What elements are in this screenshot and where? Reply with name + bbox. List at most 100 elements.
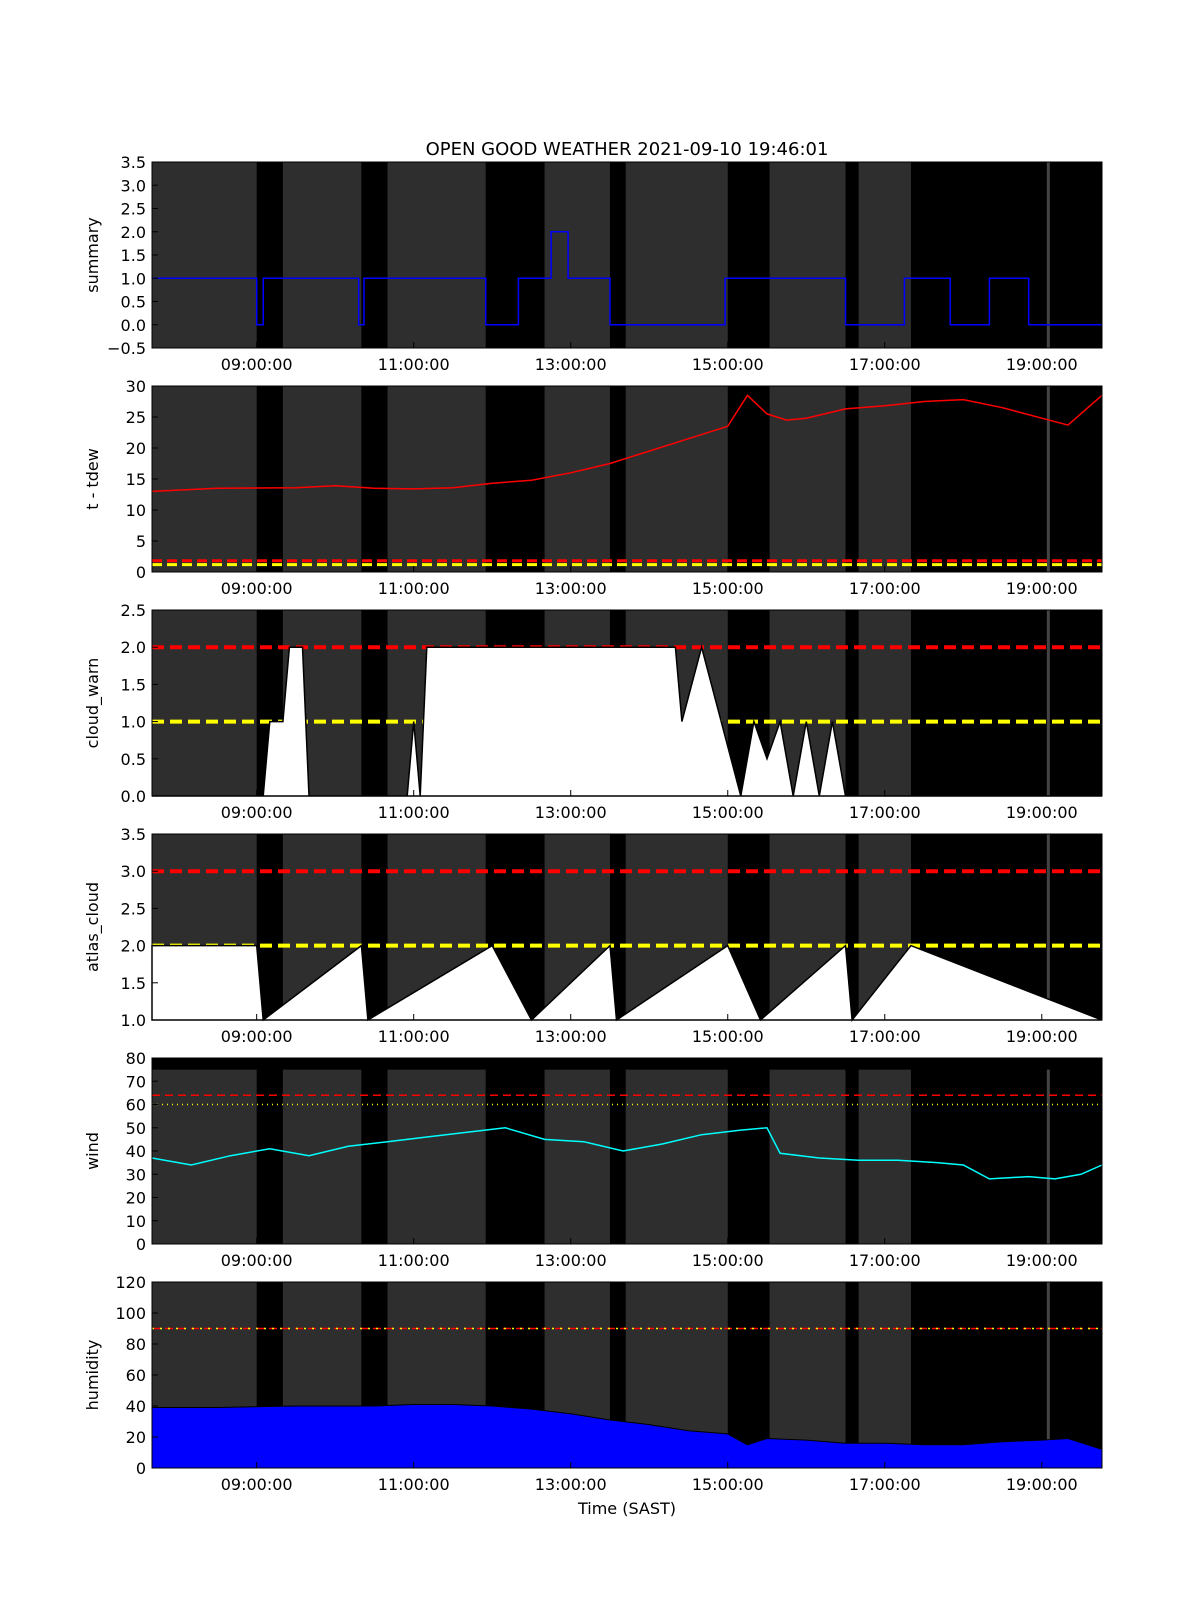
y-tick-label: 1.5 — [121, 246, 146, 265]
time-band — [282, 386, 362, 572]
x-tick-label: 09:00:00 — [221, 1475, 293, 1494]
time-band — [544, 162, 610, 348]
y-tick-label: 0 — [136, 1235, 146, 1254]
y-tick-label: 0 — [136, 563, 146, 582]
y-tick-label: 15 — [126, 470, 146, 489]
x-tick-label: 15:00:00 — [692, 579, 764, 598]
y-tick-label: 40 — [126, 1397, 146, 1416]
y-tick-label: 3.0 — [121, 176, 146, 195]
series-line — [151, 394, 1103, 493]
time-band — [769, 1282, 846, 1468]
time-band — [769, 386, 846, 572]
series-area — [151, 1404, 1103, 1469]
panel-wind: 0 10 20 30 40 50 60 70 80 09:00:00 11:00:00 13:00:0… — [83, 1049, 1103, 1270]
y-tick-label: 60 — [126, 1096, 146, 1115]
x-tick-label: 13:00:00 — [535, 1251, 607, 1270]
time-band — [152, 386, 257, 572]
chart-panels: −0.5 0.0 0.5 1.0 1.5 2.0 2.5 3.0 3.5 09:00:00 11:0… — [83, 153, 1103, 1494]
time-band — [387, 162, 486, 348]
y-tick-label: 5 — [136, 532, 146, 551]
y-tick-label: 3.5 — [121, 825, 146, 844]
series-area — [151, 943, 1103, 1022]
panel-summary: −0.5 0.0 0.5 1.0 1.5 2.0 2.5 3.0 3.5 09:00:00 11:0… — [83, 153, 1103, 374]
panel-frame — [151, 609, 1103, 797]
time-band — [544, 386, 610, 572]
x-tick-label: 17:00:00 — [849, 1027, 921, 1046]
y-tick-label: 0.5 — [121, 750, 146, 769]
time-band — [152, 610, 257, 796]
time-band — [282, 1069, 362, 1244]
time-band — [769, 162, 846, 348]
y-tick-label: 3.0 — [121, 862, 146, 881]
x-tick-label: 11:00:00 — [378, 579, 450, 598]
x-tick-label: 19:00:00 — [1006, 803, 1078, 822]
y-tick-label: 30 — [126, 377, 146, 396]
y-tick-label: 2.5 — [121, 899, 146, 918]
series-line — [152, 231, 1102, 326]
x-tick-label: 09:00:00 — [221, 1027, 293, 1046]
x-tick-label: 13:00:00 — [535, 579, 607, 598]
y-tick-label: 25 — [126, 408, 146, 427]
x-tick-label: 15:00:00 — [692, 1027, 764, 1046]
x-tick-label: 09:00:00 — [221, 1251, 293, 1270]
time-band — [858, 610, 911, 796]
x-tick-label: 13:00:00 — [535, 1027, 607, 1046]
y-tick-label: 2.5 — [121, 200, 146, 219]
time-band — [858, 386, 911, 572]
y-tick-label: 80 — [126, 1335, 146, 1354]
panel-frame — [151, 833, 1103, 1021]
y-tick-label: 2.5 — [121, 601, 146, 620]
panel-humidity: 0 20 40 60 80 100 120 09:00:00 11:00:00 13:00:00 1… — [83, 1273, 1103, 1494]
y-axis-label: cloud_warn — [83, 658, 103, 749]
time-band — [152, 1069, 257, 1244]
x-tick-label: 17:00:00 — [849, 1475, 921, 1494]
y-axis-label: summary — [83, 217, 102, 293]
panel-t-tdew: 0 5 10 15 20 25 30 09:00:00 11:00:00 13:00:00 15:0… — [83, 377, 1103, 598]
x-tick-label: 11:00:00 — [378, 1251, 450, 1270]
time-band — [625, 386, 728, 572]
y-tick-label: 2.0 — [121, 638, 146, 657]
y-tick-label: 10 — [126, 1212, 146, 1231]
y-tick-label: 0 — [136, 1459, 146, 1478]
y-tick-label: 20 — [126, 1189, 146, 1208]
x-tick-label: 11:00:00 — [378, 355, 450, 374]
x-tick-label: 11:00:00 — [378, 803, 450, 822]
time-band — [544, 1069, 610, 1244]
x-tick-label: 09:00:00 — [221, 579, 293, 598]
x-tick-label: 13:00:00 — [535, 803, 607, 822]
time-band — [858, 1282, 911, 1468]
x-tick-label: 11:00:00 — [378, 1475, 450, 1494]
x-tick-label: 19:00:00 — [1006, 1027, 1078, 1046]
y-tick-label: 20 — [126, 1428, 146, 1447]
x-tick-label: 17:00:00 — [849, 355, 921, 374]
x-tick-label: 15:00:00 — [692, 803, 764, 822]
x-tick-label: 11:00:00 — [378, 1027, 450, 1046]
x-tick-label: 15:00:00 — [692, 1251, 764, 1270]
x-tick-label: 15:00:00 — [692, 1475, 764, 1494]
panel-atlas-cloud: 1.0 1.5 2.0 2.5 3.0 3.5 09:00:00 11:00:00 13:00:… — [83, 825, 1103, 1046]
y-axis-label: atlas_cloud — [83, 882, 103, 972]
x-tick-label: 19:00:00 — [1006, 1251, 1078, 1270]
y-tick-label: 0.0 — [121, 787, 146, 806]
panel-cloud-warn: 0.0 0.5 1.0 1.5 2.0 2.5 09:00:00 11:00:00 13:00:… — [83, 601, 1103, 822]
time-band — [282, 162, 362, 348]
y-tick-label: 1.0 — [121, 1011, 146, 1030]
time-band — [625, 162, 728, 348]
x-tick-label: 19:00:00 — [1006, 1475, 1078, 1494]
y-tick-label: −0.5 — [107, 339, 146, 358]
x-tick-label: 15:00:00 — [692, 355, 764, 374]
y-axis-label: t - tdew — [83, 448, 102, 510]
y-tick-label: 1.5 — [121, 974, 146, 993]
time-band — [858, 1069, 911, 1244]
y-tick-label: 60 — [126, 1366, 146, 1385]
y-tick-label: 0.5 — [121, 293, 146, 312]
x-tick-label: 13:00:00 — [535, 355, 607, 374]
time-band — [387, 386, 486, 572]
x-tick-label: 19:00:00 — [1006, 579, 1078, 598]
y-tick-label: 120 — [115, 1273, 146, 1292]
x-tick-label: 19:00:00 — [1006, 355, 1078, 374]
x-tick-label: 17:00:00 — [849, 579, 921, 598]
x-tick-label: 17:00:00 — [849, 1251, 921, 1270]
time-band — [387, 1069, 486, 1244]
y-tick-label: 80 — [126, 1049, 146, 1068]
